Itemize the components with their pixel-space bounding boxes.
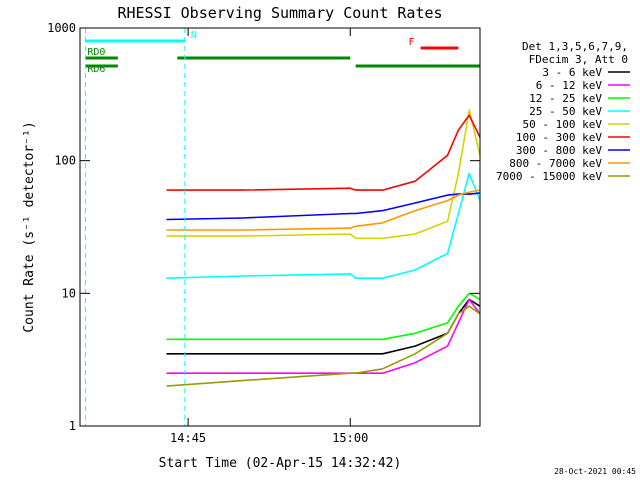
- series-line-5: [166, 114, 481, 191]
- chart-title: RHESSI Observing Summary Count Rates: [117, 4, 442, 22]
- series-line-2: [166, 292, 481, 341]
- night-boundary-lines: [84, 28, 186, 426]
- legend-entry-7: 800 - 7000 keV: [509, 157, 602, 170]
- series-line-7: [166, 189, 481, 231]
- series-layer: [166, 109, 481, 387]
- y-tick-label-1: 10: [62, 286, 76, 300]
- generation-timestamp: 28-Oct-2021 00:45: [554, 467, 636, 476]
- legend-entry-5: 100 - 300 keV: [516, 131, 602, 144]
- plot-frame: [79, 27, 481, 427]
- y-axis-ticks: 1 10 100 1000: [47, 21, 480, 433]
- legend-entry-1: 6 - 12 keV: [536, 79, 603, 92]
- legend: Det 1,3,5,6,7,9, FDecim 3, Att 0 3 - 6 k…: [496, 40, 630, 183]
- state-bars-layer: N F RD0 RD6: [85, 30, 480, 75]
- legend-entry-8: 7000 - 15000 keV: [496, 170, 602, 183]
- legend-entry-4: 50 - 100 keV: [523, 118, 603, 131]
- x-tick-label-0: 14:45: [170, 431, 206, 445]
- attenuator_rd6-label: RD6: [87, 64, 105, 75]
- x-tick-label-1: 15:00: [332, 431, 368, 445]
- series-line-8: [166, 305, 481, 387]
- legend-entry-6: 300 - 800 keV: [516, 144, 602, 157]
- y-tick-label-3: 1000: [47, 21, 76, 35]
- attenuator_rd0-label: RD0: [87, 47, 105, 58]
- legend-entry-0: 3 - 6 keV: [542, 66, 602, 79]
- legend-entry-3: 25 - 50 keV: [529, 105, 602, 118]
- x-axis-label: Start Time (02-Apr-15 14:32:42): [159, 456, 402, 471]
- legend-header-line-2: FDecim 3, Att 0: [529, 53, 628, 66]
- legend-header-line-1: Det 1,3,5,6,7,9,: [522, 40, 628, 53]
- night-label: N: [191, 30, 197, 41]
- y-tick-label-0: 1: [69, 419, 76, 433]
- legend-entry-2: 12 - 25 keV: [529, 92, 602, 105]
- series-line-1: [166, 298, 481, 375]
- flare-label: F: [409, 37, 415, 48]
- x-axis-ticks: 14:45 15:00: [170, 28, 368, 445]
- y-axis-label: Count Rate (s⁻¹ detector⁻¹): [22, 121, 37, 332]
- series-line-0: [166, 298, 481, 355]
- series-line-4: [166, 109, 481, 240]
- y-tick-label-2: 100: [54, 154, 76, 168]
